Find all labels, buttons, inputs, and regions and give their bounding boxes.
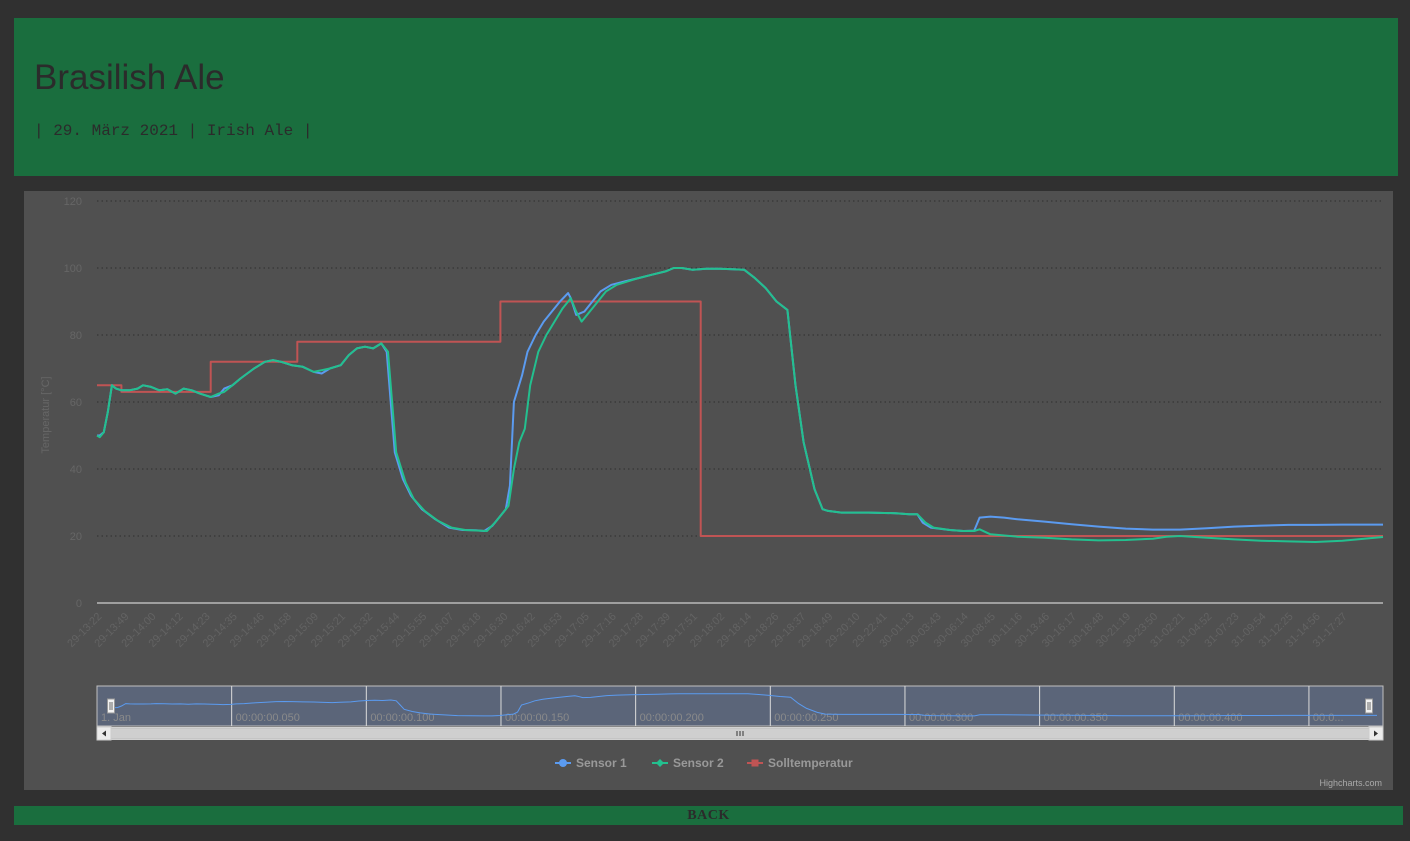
y-tick-label: 60 — [70, 397, 82, 409]
y-tick-label: 100 — [64, 263, 82, 275]
navigator-tick-label: 00:00:00.200 — [640, 712, 704, 724]
navigator-handle-left[interactable] — [107, 698, 115, 714]
navigator[interactable]: 1. Jan 00:00:00.050 00:00:00.100 00:00:00.1… — [96, 685, 1384, 741]
series-lines — [96, 267, 1384, 543]
credits-link[interactable]: Highcharts.com — [1319, 778, 1382, 788]
series-line-sensor-2[interactable] — [96, 267, 1384, 543]
y-tick-label: 20 — [70, 531, 82, 543]
y-axis-title: Temperatur [°C] — [40, 376, 52, 453]
navigator-tick-label: 00:0... — [1313, 712, 1344, 724]
temperature-chart: 0 20 40 60 80 100 120 Temperatur [°C] 29-13:22… — [40, 196, 1384, 788]
grid-lines — [97, 200, 1383, 604]
page-subtitle: | 29. März 2021 | Irish Ale | — [34, 122, 313, 140]
series-line-sensor-1[interactable] — [97, 267, 1383, 532]
x-axis: 29-13:2229-13:4929-14:0029-14:1229-14:23… — [65, 611, 1350, 650]
chevron-right-icon — [1374, 730, 1378, 737]
navigator-tick-label: 1. Jan — [101, 712, 131, 724]
circle-marker-icon — [559, 759, 567, 767]
legend-label: Solltemperatur — [768, 756, 853, 770]
legend-item-sensor-2[interactable]: Sensor 2 — [652, 756, 724, 770]
page-header: Brasilish Ale | 29. März 2021 | Irish Al… — [14, 18, 1398, 176]
square-marker-icon — [751, 759, 759, 767]
legend-item-solltemperatur[interactable]: Solltemperatur — [747, 756, 853, 770]
legend: Sensor 1 Sensor 2 Solltemperatur — [555, 756, 853, 770]
navigator-handle-right[interactable] — [1365, 698, 1373, 714]
back-button-label: BACK — [687, 808, 730, 823]
navigator-tick-label: 00:00:00.350 — [1044, 712, 1108, 724]
navigator-tick-label: 00:00:00.400 — [1178, 712, 1242, 724]
navigator-tick-label: 00:00:00.300 — [909, 712, 973, 724]
navigator-tick-label: 00:00:00.100 — [370, 712, 434, 724]
navigator-selection[interactable] — [96, 685, 1384, 727]
y-axis: 0 20 40 60 80 100 120 — [64, 196, 82, 610]
page-title: Brasilish Ale — [34, 58, 225, 97]
y-tick-label: 0 — [76, 598, 82, 610]
legend-item-sensor-1[interactable]: Sensor 1 — [555, 756, 627, 770]
series-line-solltemperatur[interactable] — [97, 300, 1383, 537]
legend-label: Sensor 2 — [673, 756, 724, 770]
navigator-tick-label: 00:00:00.050 — [236, 712, 300, 724]
navigator-series — [111, 693, 1377, 717]
y-tick-label: 40 — [70, 464, 82, 476]
chart-panel: 0 20 40 60 80 100 120 Temperatur [°C] 29-13:22… — [24, 191, 1393, 790]
diamond-marker-icon — [656, 759, 664, 767]
y-tick-label: 80 — [70, 330, 82, 342]
chevron-left-icon — [102, 730, 106, 737]
navigator-tick-label: 00:00:00.150 — [505, 712, 569, 724]
y-tick-label: 120 — [64, 196, 82, 208]
navigator-tick-label: 00:00:00.250 — [774, 712, 838, 724]
legend-label: Sensor 1 — [576, 756, 627, 770]
back-button[interactable]: BACK — [14, 806, 1403, 825]
